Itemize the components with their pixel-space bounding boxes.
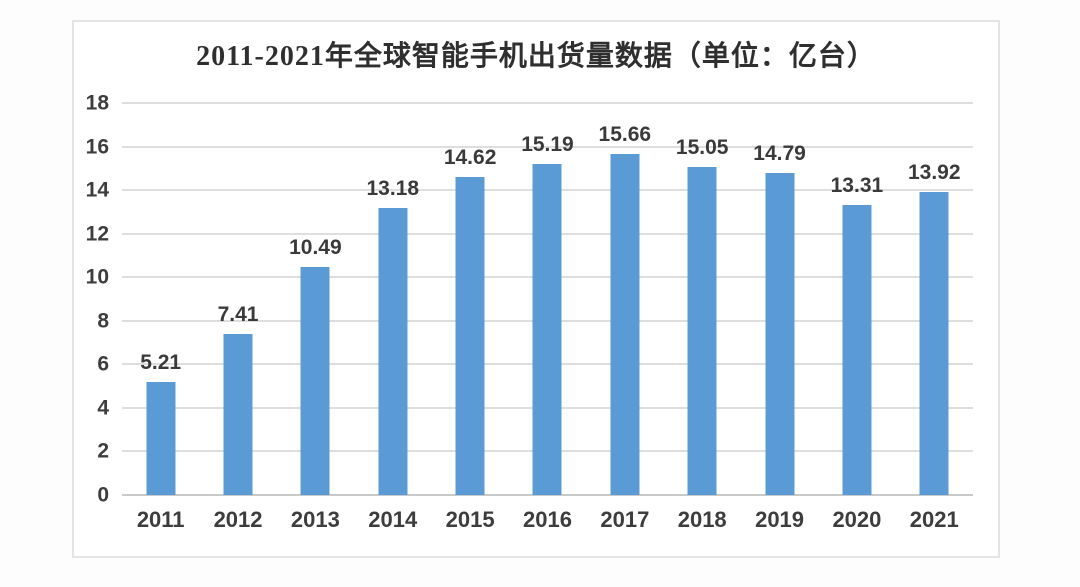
bar-value-label: 5.21 — [140, 350, 182, 374]
bar-column-2020: 13.31 — [818, 103, 895, 495]
y-tick-label-6: 6 — [97, 352, 109, 376]
y-tick-label-18: 18 — [85, 91, 109, 115]
plot-area: 0 2 4 6 8 10 12 14 16 18 5.21 7.41 10.49 13.18 14.62 1… — [86, 93, 973, 532]
bar-2011 — [146, 381, 176, 495]
bar-2018 — [687, 167, 717, 495]
y-tick-label-14: 14 — [85, 178, 109, 202]
bar-2014 — [378, 207, 408, 495]
bar-value-label: 13.18 — [366, 176, 420, 200]
bar-column-2013: 10.49 — [277, 103, 354, 495]
bar-value-label: 7.41 — [217, 302, 259, 326]
bar-column-2015: 14.62 — [431, 103, 508, 495]
bar-value-label: 15.19 — [521, 133, 574, 157]
bar-column-2012: 7.41 — [199, 103, 276, 495]
y-tick-label-4: 4 — [97, 396, 109, 420]
bar-column-2014: 13.18 — [354, 103, 431, 495]
bar-value-label: 10.49 — [289, 235, 342, 259]
bar-column-2021: 13.92 — [896, 103, 973, 495]
bar-2012 — [223, 333, 253, 495]
bar-value-label: 14.62 — [443, 145, 497, 169]
y-tick-label-16: 16 — [85, 135, 109, 159]
x-tick-label-2011: 2011 — [136, 507, 185, 532]
y-tick-label-0: 0 — [97, 483, 109, 507]
x-tick-label-2014: 2014 — [368, 507, 418, 532]
bar-value-label: 15.66 — [598, 122, 652, 146]
bar-value-label: 13.31 — [830, 174, 884, 198]
x-tick-label-2018: 2018 — [677, 507, 727, 532]
gridline-y0 — [122, 494, 973, 496]
x-tick-label-2013: 2013 — [290, 507, 340, 532]
bar-2015 — [455, 176, 485, 495]
x-axis-labels: 2011 2012 2013 2014 2015 2016 2017 2018 2019 2020… — [122, 507, 973, 533]
bar-2021 — [919, 191, 949, 495]
gridline-y16 — [122, 145, 973, 148]
y-tick-label-8: 8 — [97, 309, 109, 333]
bar-2017 — [610, 153, 640, 495]
bar-2020 — [842, 205, 872, 495]
chart-card: 2011-2021年全球智能手机出货量数据（单位：亿台） 0 2 4 6 8 10 12 14… — [72, 20, 1000, 558]
bar-value-label: 14.79 — [753, 141, 806, 165]
x-tick-label-2015: 2015 — [445, 507, 495, 532]
bar-column-2011: 5.21 — [122, 103, 199, 495]
gridline-y18 — [122, 102, 973, 104]
x-tick-label-2020: 2020 — [832, 507, 882, 532]
y-tick-label-12: 12 — [85, 222, 109, 246]
bar-2016 — [532, 164, 562, 495]
bar-column-2016: 15.19 — [509, 103, 586, 495]
bar-2019 — [765, 172, 795, 495]
bars-layer: 5.21 7.41 10.49 13.18 14.62 15.19 15.66 15.05 14… — [122, 103, 973, 495]
x-tick-label-2021: 2021 — [909, 507, 959, 532]
x-tick-label-2016: 2016 — [523, 507, 572, 532]
bar-column-2019: 14.79 — [741, 103, 818, 495]
y-tick-label-10: 10 — [85, 265, 109, 289]
bar-value-label: 15.05 — [675, 136, 729, 160]
bar-2013 — [300, 266, 330, 495]
x-tick-label-2012: 2012 — [213, 507, 263, 532]
x-tick-label-2019: 2019 — [755, 507, 805, 532]
y-tick-label-2: 2 — [97, 439, 109, 463]
bar-column-2017: 15.66 — [586, 103, 663, 495]
chart-title: 2011-2021年全球智能手机出货量数据（单位：亿台） — [196, 41, 876, 72]
x-tick-label-2017: 2017 — [600, 507, 650, 532]
bar-column-2018: 15.05 — [664, 103, 741, 495]
bar-value-label: 13.92 — [907, 160, 961, 184]
